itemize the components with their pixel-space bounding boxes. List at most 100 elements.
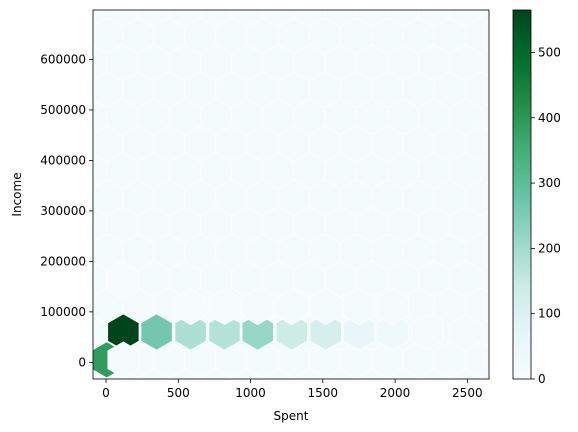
hexbin-background-cell <box>13 315 44 351</box>
hexbin-background-cell <box>13 369 44 405</box>
hexbin-background-cell <box>231 423 262 432</box>
colorbar-tick-label: 0 <box>538 372 546 386</box>
hexbin-background-cell <box>44 369 75 405</box>
hexbin-background-cell <box>387 423 418 432</box>
x-axis-ticks: 0 500 1000 1500 2000 2500 <box>102 379 483 400</box>
hexbin-cell <box>174 288 207 326</box>
y-tick-label: 500000 <box>40 103 86 117</box>
x-tick-label: 1500 <box>308 386 339 400</box>
hexbin-cell <box>140 313 173 351</box>
hexbin-background-cell <box>44 315 75 351</box>
hexbin-background-cell <box>528 396 559 432</box>
hexbin-background-cell <box>324 10 357 28</box>
hexbin-background-cell <box>356 423 387 432</box>
hexbin-cell <box>107 263 140 300</box>
hexbin-background-cell <box>0 18 29 54</box>
hexbin-background-cell <box>0 342 29 378</box>
hexbin-background-cell <box>93 10 108 27</box>
colorbar-tick-label: 400 <box>538 111 561 125</box>
hexbin-background-cell <box>138 423 169 432</box>
hexbin-cell <box>309 313 342 351</box>
colorbar <box>512 9 532 380</box>
hexbin-background-cell <box>29 396 60 432</box>
hexbin-background-cell <box>0 126 29 162</box>
x-tick-label: 1000 <box>235 386 266 400</box>
hexbin-background-cell <box>44 423 75 432</box>
hexbin-background-cell <box>543 207 574 243</box>
x-axis-label: Spent <box>274 409 309 423</box>
hexbin-background-cell <box>169 423 200 432</box>
colorbar-tick-label: 500 <box>538 45 561 59</box>
hexbin-background-cell <box>480 10 489 23</box>
colorbar-tick-label: 200 <box>538 241 561 255</box>
hexbin-background-cell <box>29 18 60 54</box>
hexbin-background-cell <box>76 423 107 432</box>
hexbin-background-cell <box>0 396 29 432</box>
hexbin-cell <box>107 341 140 379</box>
hexbin-cell <box>343 288 375 326</box>
hexbin-background-cell <box>294 423 325 432</box>
colorbar-ticks: 0 100 200 300 400 500 <box>531 45 561 386</box>
hexbin-background-cell <box>403 396 434 432</box>
hexbin-cell <box>376 288 409 326</box>
hexbin-background-cell <box>465 396 496 432</box>
y-tick-label: 100000 <box>40 305 86 319</box>
hexbin-background-cell <box>543 261 574 297</box>
hexbin-background-cell <box>44 0 75 27</box>
hexbin-background-cell <box>29 342 60 378</box>
hexbin-background-cell <box>528 126 559 162</box>
x-tick-label: 2500 <box>452 386 483 400</box>
hexbin-background-cell <box>543 369 574 405</box>
hexbin-background-cell <box>0 72 29 108</box>
hexbin-background-cell <box>449 10 482 28</box>
y-axis-label: Income <box>10 172 24 216</box>
x-tick-label: 0 <box>102 386 110 400</box>
hexbin-cell <box>241 288 274 326</box>
hexbin-background-cell <box>434 396 465 432</box>
hexbin-background-cell <box>106 10 139 28</box>
hexbin-cell <box>309 288 342 326</box>
hexbin-background-cell <box>543 423 574 432</box>
hexbin-background-cell <box>199 10 232 28</box>
hexbin-background-cell <box>60 18 91 54</box>
y-tick-label: 300000 <box>40 204 86 218</box>
hexbin-background-cell <box>154 396 185 432</box>
hexbin-cell <box>174 313 207 351</box>
hexbin-background-cell <box>107 423 138 432</box>
hexbin-background-cell <box>481 423 512 432</box>
hexbin-background-cell <box>341 396 372 432</box>
hexbin-background-cell <box>528 72 559 108</box>
hexbin-background-cell <box>122 396 153 432</box>
hexbin-cell <box>241 313 274 351</box>
hexbin-background-cell <box>263 423 294 432</box>
hexbin-background-cell <box>168 10 201 28</box>
hexbin-cell <box>376 313 409 351</box>
hexbin-background-cell <box>418 10 450 28</box>
hexbin-cell <box>208 288 241 326</box>
hexbin-background-cell <box>325 423 356 432</box>
hexbin-background-cell <box>293 10 326 28</box>
y-axis-ticks: 0 100000 200000 300000 400000 500000 600000 <box>40 52 93 369</box>
hexbin-background-cell <box>0 234 29 270</box>
hexbin-background-cell <box>355 10 388 28</box>
x-tick-label: 500 <box>167 386 190 400</box>
y-tick-label: 200000 <box>40 254 86 268</box>
hexbin-background-cell <box>185 396 216 432</box>
hexbin-background-cell <box>387 10 419 28</box>
colorbar-tick-label: 300 <box>538 176 561 190</box>
y-tick-label: 0 <box>78 355 86 369</box>
hexbin-background-cell <box>137 10 170 28</box>
hexbin-background-cell <box>13 0 44 27</box>
hexbin-background-cell <box>60 342 91 378</box>
plot-frame <box>92 9 490 380</box>
hexbin-background-cell <box>419 423 450 432</box>
colorbar-tick-label: 100 <box>538 307 561 321</box>
hexbin-background-cell <box>496 396 527 432</box>
hexbin-background-cell <box>543 0 574 27</box>
hexbin-background-cell <box>13 423 44 432</box>
hexbin-cell <box>343 313 375 351</box>
hexbin-background-cell <box>372 396 403 432</box>
x-tick-label: 2000 <box>380 386 411 400</box>
